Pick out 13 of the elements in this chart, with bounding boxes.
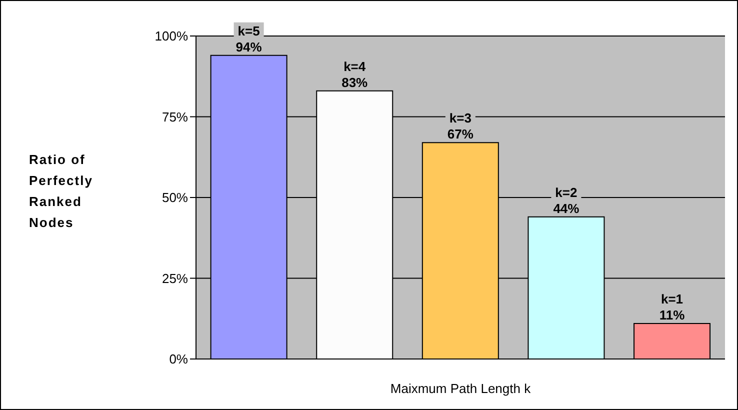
data-label: k=2 44% <box>553 184 580 216</box>
bar <box>634 322 711 359</box>
data-label: k=5 94% <box>236 23 262 54</box>
y-axis-title: Ratio of Perfectly Ranked Nodes <box>29 151 94 232</box>
data-label: k=1 11% <box>659 291 686 322</box>
y-tick-label: 75% <box>162 109 188 124</box>
y-tick-label: 100% <box>154 28 188 44</box>
y-tick-label: 50% <box>162 190 188 206</box>
x-axis-title: Maixmum Path Length k <box>390 381 532 396</box>
data-label: k=4 83% <box>342 58 368 90</box>
y-tick-label: 25% <box>162 270 188 286</box>
data-label: k=3 67% <box>447 110 474 142</box>
y-tick-label: 0% <box>169 352 188 367</box>
